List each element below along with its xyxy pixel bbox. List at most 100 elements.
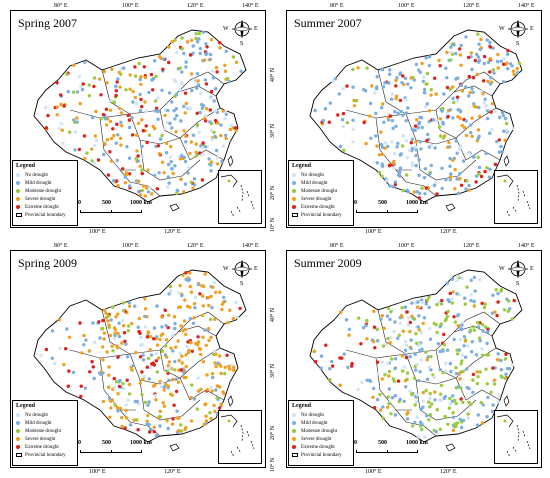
station-dot xyxy=(491,46,495,50)
station-dot xyxy=(107,323,111,327)
station-dot xyxy=(138,92,142,97)
scale-label: 500 xyxy=(378,200,387,206)
station-dot xyxy=(312,349,316,354)
station-dot xyxy=(148,335,153,339)
station-dot xyxy=(61,141,65,145)
station-dot xyxy=(116,409,120,413)
station-dot xyxy=(467,400,471,405)
station-dot xyxy=(145,419,149,423)
station-dot xyxy=(433,398,437,402)
station-dot xyxy=(471,372,476,377)
station-dot xyxy=(455,348,459,352)
station-dot xyxy=(386,361,390,365)
station-dot xyxy=(109,136,114,141)
station-dot xyxy=(451,394,455,398)
station-dot xyxy=(87,83,91,87)
station-dot xyxy=(503,116,508,121)
station-dot xyxy=(438,349,442,354)
map-drawing xyxy=(309,29,523,212)
legend-item: No drought xyxy=(292,411,350,419)
station-dot xyxy=(116,184,120,188)
station-dot xyxy=(107,373,111,377)
legend-item-label: Severe drought xyxy=(25,436,56,442)
station-dot xyxy=(231,55,236,59)
station-dot xyxy=(55,113,59,117)
station-dot xyxy=(121,381,125,386)
station-dot xyxy=(173,321,177,326)
station-dot xyxy=(43,105,48,110)
station-dot xyxy=(216,361,220,365)
station-dot xyxy=(151,77,156,81)
station-dot xyxy=(105,138,110,142)
station-dot xyxy=(408,389,412,393)
station-dot xyxy=(173,38,177,42)
station-dot xyxy=(488,131,492,135)
station-dot xyxy=(410,146,415,151)
station-dot xyxy=(200,106,204,111)
legend-dot-icon xyxy=(292,173,296,177)
legend-item-label: Moderate drought xyxy=(25,428,61,434)
longitude-label-bottom: 100° E xyxy=(365,229,382,235)
compass-east-label: E xyxy=(254,266,258,272)
station-dot xyxy=(420,300,425,305)
station-dot xyxy=(456,313,461,317)
station-dot xyxy=(101,318,105,323)
station-dot xyxy=(364,323,368,328)
station-dot xyxy=(380,145,385,150)
station-dot xyxy=(104,107,109,112)
legend-item: Mild drought xyxy=(16,179,74,187)
taiwan-island xyxy=(503,155,510,167)
station-dot xyxy=(381,102,385,106)
station-dot xyxy=(478,114,482,119)
station-dot xyxy=(423,167,428,171)
legend-item-label: Extreme drought xyxy=(25,444,59,450)
station-dot xyxy=(490,101,495,106)
station-dot xyxy=(72,118,76,122)
station-dot xyxy=(356,387,360,392)
station-dot xyxy=(407,148,412,152)
station-dot xyxy=(152,337,156,341)
station-dot xyxy=(171,333,175,337)
station-dot xyxy=(466,416,470,420)
station-dot xyxy=(200,294,205,298)
station-dot xyxy=(451,411,455,415)
station-dot xyxy=(452,100,456,105)
station-dot xyxy=(176,380,181,384)
station-dot xyxy=(485,166,489,170)
station-dot xyxy=(347,327,352,331)
station-dot xyxy=(192,316,196,320)
station-dot xyxy=(414,145,418,149)
compass-south-label: S xyxy=(516,281,520,287)
station-dot xyxy=(148,186,152,190)
station-dot xyxy=(415,362,419,367)
station-dot xyxy=(458,177,462,181)
station-dot xyxy=(65,72,69,76)
station-dot xyxy=(191,133,196,137)
station-dot xyxy=(180,36,184,40)
station-dot xyxy=(463,302,467,306)
station-dot xyxy=(143,297,147,301)
station-dot xyxy=(357,316,361,320)
station-dot xyxy=(97,320,101,324)
station-dot xyxy=(480,421,485,425)
station-dot xyxy=(435,303,439,307)
station-dot xyxy=(218,41,222,45)
station-dot xyxy=(184,134,188,138)
station-dot xyxy=(164,324,168,328)
station-dot xyxy=(75,116,79,120)
station-dot xyxy=(146,330,150,334)
station-dot xyxy=(101,358,105,362)
legend-dot-icon xyxy=(292,437,296,441)
station-dot xyxy=(484,367,488,371)
station-dot xyxy=(405,417,410,421)
station-dot xyxy=(386,405,390,409)
station-dot xyxy=(406,323,411,327)
station-dot xyxy=(142,65,146,69)
station-dot xyxy=(181,82,185,86)
station-dot xyxy=(164,151,169,155)
station-dot xyxy=(218,354,222,358)
station-dot xyxy=(451,96,455,101)
legend-item-label: Mild drought xyxy=(301,180,328,186)
station-dot xyxy=(178,351,182,356)
station-dot xyxy=(121,167,125,171)
